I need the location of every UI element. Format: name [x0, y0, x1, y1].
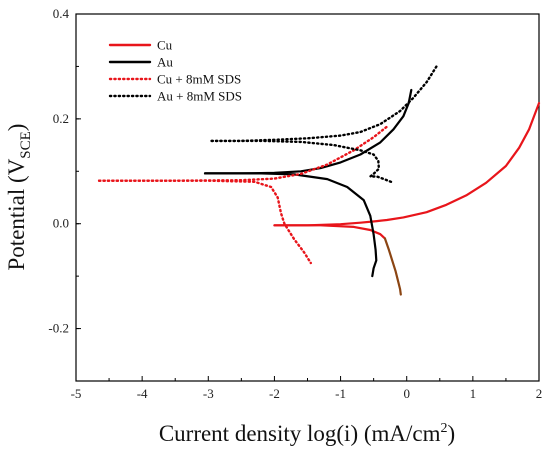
legend-label: Cu + 8mM SDS [157, 72, 241, 87]
legend-label: Cu [157, 38, 173, 53]
x-tick-label: -3 [203, 386, 214, 401]
x-tick-label: -5 [71, 386, 82, 401]
x-axis-title: Current density log(i) (mA/cm2) [159, 421, 455, 446]
series-line-0 [273, 224, 386, 240]
legend: Cu Au Cu + 8mM SDS Au + 8mM SDS [108, 38, 242, 104]
axis-ticks: -5 -4 -3 -2 -1 0 1 2 -0.2 0.0 0.2 0.4 [48, 6, 542, 401]
x-tick-label: -2 [269, 386, 280, 401]
series-line-4 [210, 65, 438, 143]
legend-label: Au + 8mM SDS [157, 89, 242, 104]
series-line-2 [203, 172, 378, 278]
series-line-3 [97, 179, 312, 265]
x-tick-label: -4 [137, 386, 148, 401]
x-tick-label: 1 [470, 386, 477, 401]
series-line-0 [273, 102, 541, 227]
x-tick-label: 2 [536, 386, 543, 401]
curves [97, 65, 541, 296]
y-tick-label: -0.2 [48, 321, 69, 336]
y-axis-title: Potential (VSCE) [4, 124, 34, 271]
plot-frame [75, 13, 540, 382]
series-line-1 [383, 237, 402, 296]
series-line-4 [210, 139, 395, 184]
legend-label: Au [157, 55, 173, 70]
y-tick-label: 0.2 [53, 111, 69, 126]
y-tick-label: 0.0 [53, 216, 69, 231]
x-tick-label: -1 [335, 386, 346, 401]
x-tick-label: 0 [403, 386, 410, 401]
y-tick-label: 0.4 [53, 6, 70, 21]
